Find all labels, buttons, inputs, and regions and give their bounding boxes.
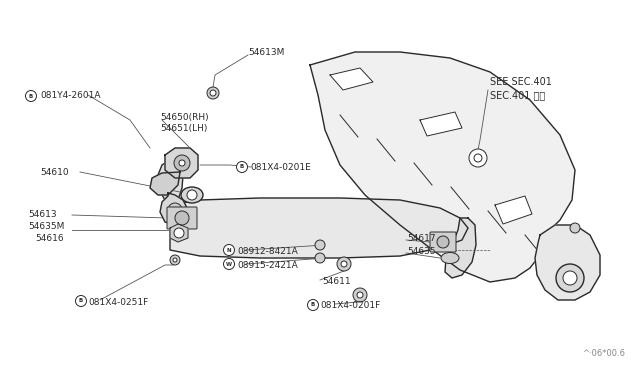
- Circle shape: [223, 244, 234, 256]
- Ellipse shape: [441, 253, 459, 263]
- Circle shape: [556, 264, 584, 292]
- Text: 081X4-0201F: 081X4-0201F: [320, 301, 380, 310]
- Text: 54650(RH): 54650(RH): [160, 113, 209, 122]
- Text: SEE SEC.401: SEE SEC.401: [490, 77, 552, 87]
- Polygon shape: [310, 52, 575, 282]
- Circle shape: [357, 292, 363, 298]
- Circle shape: [570, 223, 580, 233]
- Circle shape: [307, 299, 319, 311]
- Circle shape: [26, 90, 36, 102]
- Circle shape: [474, 154, 482, 162]
- Text: W: W: [226, 262, 232, 266]
- Polygon shape: [170, 224, 188, 242]
- Text: 081X4-0201E: 081X4-0201E: [250, 163, 311, 172]
- Circle shape: [469, 149, 487, 167]
- Text: SEC.401 参照: SEC.401 参照: [490, 90, 545, 100]
- Circle shape: [337, 257, 351, 271]
- Circle shape: [563, 271, 577, 285]
- Text: 08915-2421A: 08915-2421A: [237, 261, 298, 270]
- Polygon shape: [495, 196, 532, 224]
- Text: ^·06*00.6: ^·06*00.6: [582, 349, 625, 358]
- Text: N: N: [227, 247, 231, 253]
- Text: B: B: [240, 164, 244, 170]
- Circle shape: [315, 253, 325, 263]
- Text: 54651(LH): 54651(LH): [160, 124, 207, 133]
- Text: 54617: 54617: [407, 234, 436, 243]
- Polygon shape: [445, 218, 476, 278]
- Text: 54613: 54613: [28, 210, 56, 219]
- Circle shape: [223, 259, 234, 269]
- Circle shape: [237, 161, 248, 173]
- FancyBboxPatch shape: [167, 207, 197, 229]
- Text: 081X4-0251F: 081X4-0251F: [88, 298, 148, 307]
- Polygon shape: [170, 198, 468, 258]
- Text: B: B: [311, 302, 315, 308]
- Text: 081Y4-2601A: 081Y4-2601A: [40, 91, 100, 100]
- Polygon shape: [150, 172, 180, 195]
- Circle shape: [353, 288, 367, 302]
- Circle shape: [315, 240, 325, 250]
- Circle shape: [437, 236, 449, 248]
- Circle shape: [341, 261, 347, 267]
- Polygon shape: [160, 193, 188, 225]
- Text: 54635M: 54635M: [28, 222, 65, 231]
- Text: B: B: [79, 298, 83, 304]
- Text: 54635: 54635: [407, 247, 436, 256]
- Circle shape: [187, 190, 197, 200]
- Circle shape: [174, 228, 184, 238]
- Text: 08912-8421A: 08912-8421A: [237, 247, 298, 256]
- Circle shape: [179, 160, 185, 166]
- Circle shape: [170, 255, 180, 265]
- Circle shape: [173, 258, 177, 262]
- Text: 54611: 54611: [322, 277, 351, 286]
- Circle shape: [210, 90, 216, 96]
- Polygon shape: [535, 225, 600, 300]
- Polygon shape: [420, 112, 462, 136]
- Circle shape: [175, 211, 189, 225]
- Polygon shape: [165, 148, 198, 178]
- Polygon shape: [158, 160, 183, 205]
- Ellipse shape: [181, 187, 203, 203]
- Text: 54610: 54610: [40, 168, 68, 177]
- Circle shape: [207, 87, 219, 99]
- FancyBboxPatch shape: [430, 232, 456, 252]
- Text: 54616: 54616: [35, 234, 63, 243]
- Circle shape: [76, 295, 86, 307]
- Text: B: B: [29, 93, 33, 99]
- Circle shape: [168, 203, 182, 217]
- Text: 54613M: 54613M: [248, 48, 284, 57]
- Circle shape: [174, 155, 190, 171]
- Polygon shape: [330, 68, 373, 90]
